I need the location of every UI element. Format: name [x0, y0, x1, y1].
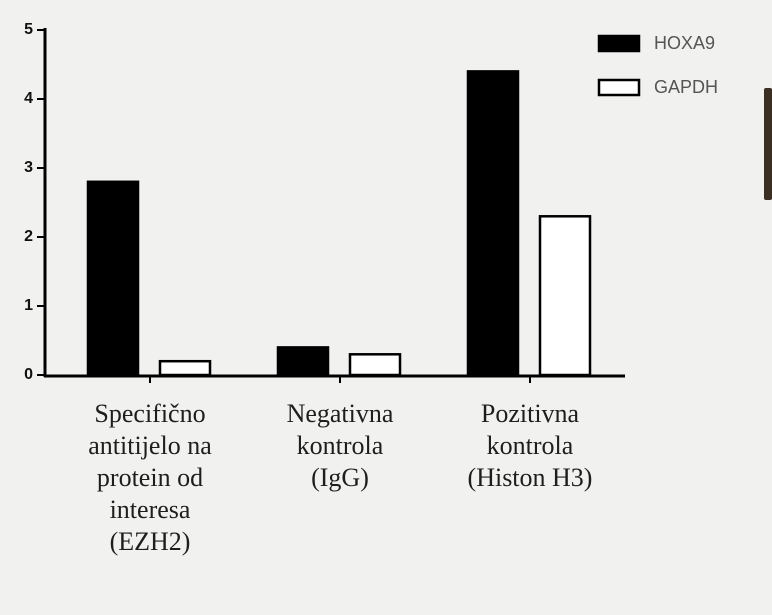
legend-swatch [597, 78, 641, 97]
y-tick-label: 0 [24, 366, 33, 383]
legend-label: HOXA9 [654, 33, 715, 53]
x-tick-label: Pozitivna kontrola (Histon H3) [467, 399, 593, 492]
y-tick-label: 2 [24, 228, 33, 245]
x-tick-label: Specifično antitijelo na protein od inte… [88, 399, 212, 556]
y-tick-label: 5 [24, 21, 33, 38]
bar [158, 359, 212, 377]
x-tick-label: Negativna kontrola (IgG) [286, 399, 394, 492]
bar [538, 215, 592, 377]
decor-edge [764, 88, 772, 200]
y-tick-label: 1 [24, 297, 33, 314]
y-tick-label: 3 [24, 159, 33, 176]
bar [348, 353, 402, 377]
bar [466, 70, 520, 377]
bar [86, 180, 140, 377]
legend-swatch [597, 34, 641, 53]
y-tick-label: 4 [24, 90, 33, 107]
legend-label: GAPDH [654, 77, 718, 97]
bar [276, 346, 330, 377]
